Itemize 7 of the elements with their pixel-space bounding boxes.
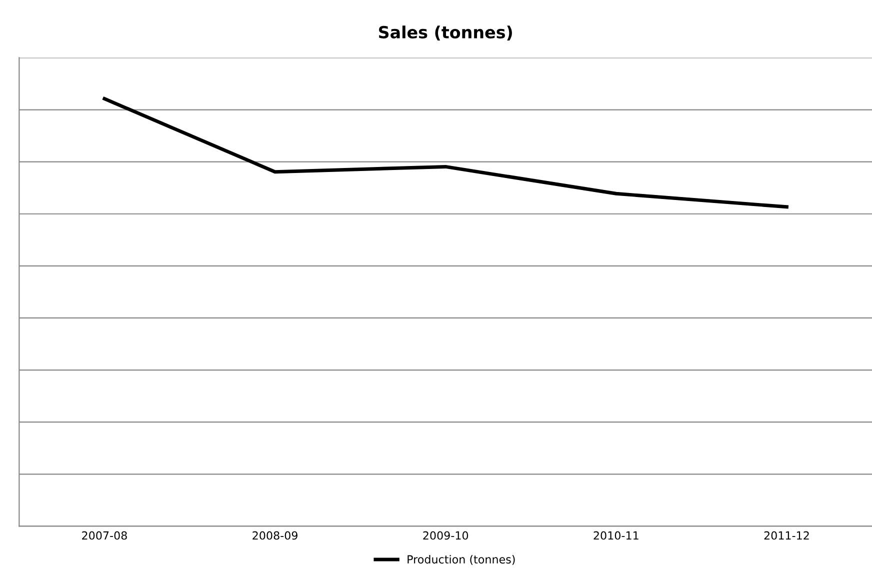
x-tick-label: 2008-09 (252, 531, 298, 540)
x-tick-label: 2011-12 (764, 531, 809, 540)
x-tick-label: 2010-11 (594, 531, 638, 540)
legend-label: Production (tonnes) (408, 554, 515, 565)
x-tick-label: 2009-10 (423, 531, 468, 540)
chart-title: Sales (tonnes) (378, 26, 512, 40)
x-tick-label: 2007-08 (82, 531, 127, 540)
